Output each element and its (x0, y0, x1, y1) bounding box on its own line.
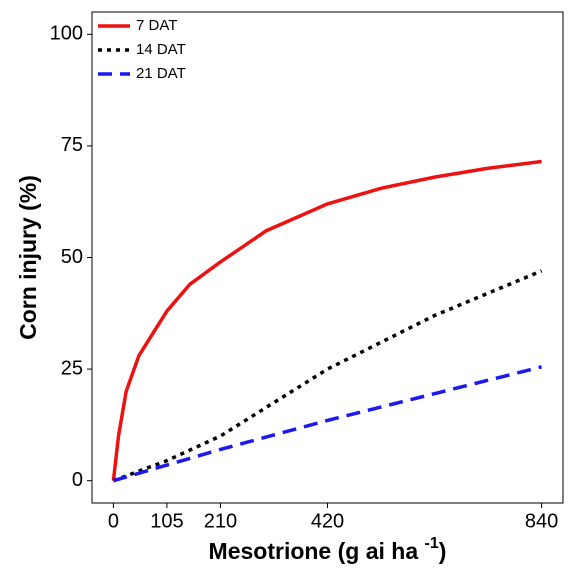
line-series (112, 269, 543, 483)
x-tick-label: 0 (108, 510, 119, 532)
x-axis-label-text: Mesotrione (g ai ha (209, 538, 425, 564)
x-tick-label: 210 (204, 510, 237, 532)
x-tick-label: 420 (311, 510, 344, 532)
x-tick-label: 840 (525, 510, 558, 532)
y-tick-label: 100 (50, 23, 83, 45)
y-tick-label: 0 (72, 469, 83, 491)
y-tick-label: 50 (61, 246, 83, 268)
legend-label: 21 DAT (136, 65, 186, 82)
x-axis-label: Mesotrione (g ai ha -1) (209, 535, 447, 564)
x-axis-label-end: ) (439, 538, 447, 564)
plot-frame (91, 11, 564, 504)
legend-label: 7 DAT (136, 17, 177, 34)
y-tick-label: 75 (61, 134, 83, 156)
x-tick-label: 105 (150, 510, 183, 532)
y-axis-label: Corn injury (%) (15, 175, 41, 340)
line-series (112, 365, 543, 483)
x-axis-label-sup: -1 (425, 535, 439, 552)
line-series (111, 159, 542, 481)
y-tick-label: 25 (61, 357, 83, 379)
legend-label: 14 DAT (136, 41, 186, 58)
